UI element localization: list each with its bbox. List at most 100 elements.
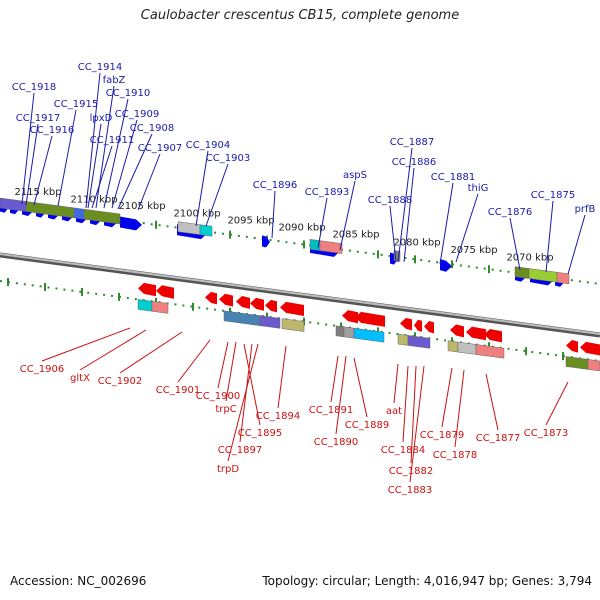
- ruler-label: 2085 kbp: [332, 229, 379, 240]
- reverse-gene-label: CC_1901: [156, 385, 200, 396]
- reverse-gene-label: CC_1894: [256, 411, 300, 422]
- reverse-gene-label: trpD: [217, 464, 239, 475]
- reverse-gene-arrow: [566, 339, 578, 353]
- ruler-label: 2090 kbp: [278, 222, 325, 233]
- forward-gene-label: CC_1893: [305, 187, 349, 198]
- feature-block-reverse: [343, 326, 355, 339]
- reverse-gene-leader: [239, 343, 253, 443]
- forward-gene-leader: [25, 123, 39, 206]
- feature-block-reverse: [259, 315, 281, 329]
- reverse-gene-arrow: [205, 291, 217, 305]
- forward-gene-leader: [567, 214, 586, 275]
- reverse-gene-leader: [330, 355, 339, 403]
- forward-gene-leader: [509, 217, 521, 271]
- reverse-gene-arrow: [219, 293, 233, 307]
- reverse-gene-arrow: [342, 310, 358, 324]
- reverse-gene-arrow: [450, 324, 464, 338]
- reverse-gene-label: CC_1902: [98, 376, 142, 387]
- forward-gene-label: prfB: [575, 204, 596, 215]
- forward-gene-label: CC_1914: [78, 62, 122, 73]
- reverse-gene-leader: [393, 363, 399, 404]
- reverse-gene-leader: [227, 343, 259, 462]
- forward-gene-leader: [111, 119, 138, 209]
- forward-gene-arrow: [262, 235, 270, 248]
- reverse-gene-label: CC_1877: [476, 433, 520, 444]
- forward-gene-label: CC_1887: [390, 137, 434, 148]
- forward-gene-label: aspS: [343, 170, 367, 181]
- reverse-gene-leader: [177, 339, 211, 383]
- forward-gene-leader: [87, 123, 102, 209]
- reverse-gene-arrow: [250, 297, 264, 311]
- reverse-gene-label: CC_1895: [238, 428, 282, 439]
- feature-block-reverse: [335, 325, 345, 338]
- reverse-gene-leader: [485, 373, 499, 431]
- reverse-gene-label: CC_1906: [20, 364, 64, 375]
- feature-block-forward: [556, 271, 570, 285]
- genome-backbone-highlight: [0, 253, 600, 335]
- feature-block-reverse: [353, 327, 385, 343]
- reverse-gene-arrow: [355, 311, 385, 327]
- reverse-gene-leader: [402, 365, 409, 443]
- reverse-gene-leader: [441, 367, 453, 428]
- forward-gene-label: CC_1917: [16, 113, 60, 124]
- forward-gene-label: CC_1915: [54, 99, 98, 110]
- reverse-gene-leader: [335, 355, 347, 435]
- ruler-label: 2105 kbp: [118, 201, 165, 212]
- reverse-gene-arrow: [280, 301, 304, 317]
- forward-gene-leader: [317, 197, 328, 249]
- ruler-label: 2070 kbp: [506, 253, 553, 264]
- forward-gene-leader: [403, 167, 415, 263]
- reverse-gene-label: CC_1879: [420, 430, 464, 441]
- forward-gene-label: CC_1916: [30, 125, 74, 136]
- forward-gene-leader: [389, 205, 397, 263]
- reverse-gene-label: CC_1900: [196, 391, 240, 402]
- reverse-gene-label: gltX: [70, 373, 90, 384]
- forward-gene-leader: [271, 190, 276, 239]
- feature-block-reverse: [281, 318, 305, 332]
- forward-gene-arrow: [440, 259, 452, 272]
- reverse-gene-arrow: [414, 319, 422, 332]
- reverse-gene-label: CC_1873: [524, 428, 568, 439]
- feature-block-forward: [199, 224, 213, 237]
- feature-block-reverse: [587, 359, 600, 372]
- feature-block-forward: [319, 240, 343, 254]
- forward-gene-label: CC_1918: [12, 82, 56, 93]
- feature-block-reverse: [151, 300, 169, 314]
- forward-gene-label: CC_1910: [106, 88, 150, 99]
- reverse-gene-arrow: [265, 299, 277, 313]
- forward-gene-leader: [205, 163, 229, 227]
- forward-gene-leader: [137, 153, 161, 211]
- forward-gene-leader: [91, 145, 113, 209]
- ruler-label: 2080 kbp: [393, 238, 440, 249]
- ruler-label: 2075 kbp: [450, 245, 497, 256]
- reverse-gene-label: aat: [386, 406, 402, 417]
- forward-gene-leader: [103, 98, 129, 209]
- reverse-gene-leader: [225, 341, 237, 402]
- reverse-gene-arrow: [236, 295, 250, 309]
- forward-gene-label: CC_1896: [253, 180, 297, 191]
- reverse-gene-leader: [243, 343, 261, 426]
- reverse-gene-label: CC_1891: [309, 405, 353, 416]
- feature-block-reverse: [223, 310, 261, 326]
- reverse-gene-label: CC_1878: [433, 450, 477, 461]
- forward-gene-label: CC_1875: [531, 190, 575, 201]
- reverse-gene-label: CC_1897: [218, 445, 262, 456]
- reverse-gene-label: CC_1890: [314, 437, 358, 448]
- feature-block-reverse: [447, 340, 459, 353]
- feature-block-reverse: [397, 333, 409, 346]
- ruler-label: 2110 kbp: [70, 195, 117, 206]
- forward-gene-label: CC_1903: [206, 153, 250, 164]
- forward-gene-label: CC_1876: [488, 207, 532, 218]
- forward-gene-label: CC_1886: [392, 157, 436, 168]
- forward-gene-label: CC_1881: [431, 172, 475, 183]
- reverse-gene-arrow: [156, 285, 174, 299]
- forward-gene-leader: [195, 150, 209, 227]
- forward-gene-leader: [339, 180, 356, 251]
- reverse-gene-arrow: [400, 317, 412, 331]
- forward-gene-leader: [33, 135, 53, 206]
- forward-gene-label: CC_1888: [368, 195, 412, 206]
- forward-gene-leader: [545, 200, 554, 273]
- genome-summary-text: Topology: circular; Length: 4,016,947 bp…: [262, 574, 592, 588]
- forward-gene-label: thiG: [468, 183, 489, 194]
- reverse-gene-leader: [409, 365, 425, 483]
